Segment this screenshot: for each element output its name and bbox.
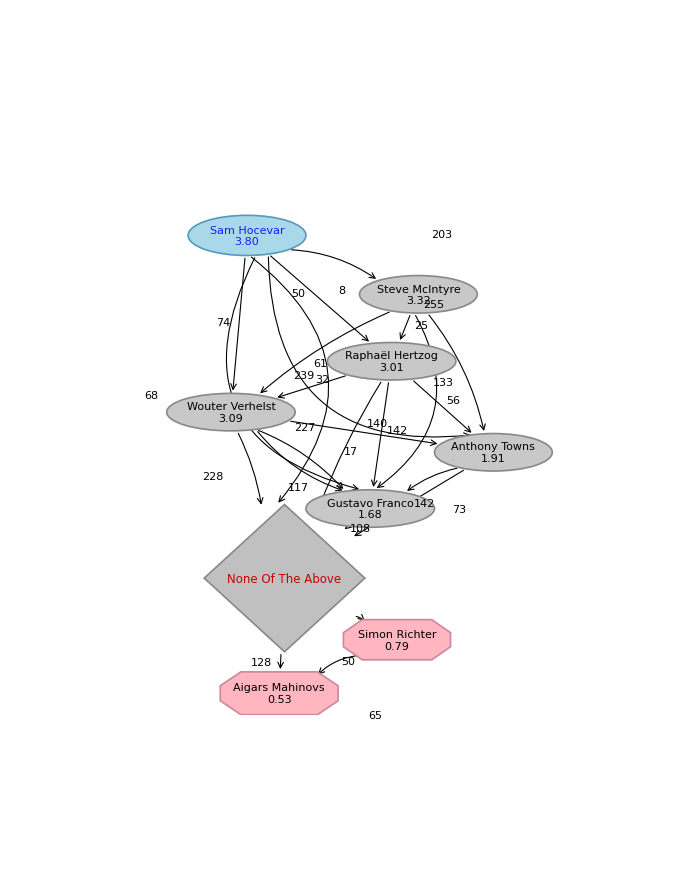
Text: 117: 117	[287, 482, 309, 493]
Text: 140: 140	[367, 418, 388, 428]
Text: Sam Hocevar
3.80: Sam Hocevar 3.80	[210, 225, 284, 247]
FancyArrowPatch shape	[346, 524, 352, 529]
Text: 17: 17	[344, 447, 359, 457]
Text: 255: 255	[423, 300, 444, 310]
Text: 142: 142	[386, 425, 408, 435]
Text: Raphaël Hertzog
3.01: Raphaël Hertzog 3.01	[346, 351, 438, 373]
Text: 8: 8	[339, 285, 346, 295]
FancyArrowPatch shape	[278, 655, 283, 668]
Ellipse shape	[167, 394, 295, 431]
Polygon shape	[343, 620, 451, 660]
Ellipse shape	[435, 434, 552, 471]
FancyArrowPatch shape	[372, 384, 388, 486]
Text: 142: 142	[414, 499, 435, 509]
Text: 74: 74	[216, 317, 230, 328]
FancyArrowPatch shape	[261, 313, 389, 393]
FancyArrowPatch shape	[408, 469, 457, 491]
FancyArrowPatch shape	[238, 434, 263, 504]
Ellipse shape	[188, 216, 306, 256]
FancyArrowPatch shape	[268, 258, 469, 439]
Text: 61: 61	[313, 359, 328, 369]
Text: 25: 25	[414, 321, 428, 330]
Text: Wouter Verhelst
3.09: Wouter Verhelst 3.09	[187, 402, 276, 424]
Ellipse shape	[328, 343, 456, 381]
FancyArrowPatch shape	[378, 316, 437, 488]
Text: 228: 228	[202, 471, 224, 481]
FancyArrowPatch shape	[278, 377, 346, 399]
FancyArrowPatch shape	[429, 315, 485, 431]
FancyArrowPatch shape	[356, 615, 364, 620]
FancyArrowPatch shape	[291, 422, 436, 446]
Text: 65: 65	[368, 710, 382, 719]
Polygon shape	[220, 672, 338, 715]
Text: Anthony Towns
1.91: Anthony Towns 1.91	[451, 442, 536, 463]
Text: Gustavo Franco
1.68: Gustavo Franco 1.68	[327, 498, 414, 520]
Text: Simon Richter
0.79: Simon Richter 0.79	[358, 629, 436, 651]
Text: 108: 108	[350, 523, 370, 533]
FancyArrowPatch shape	[258, 432, 341, 491]
Polygon shape	[205, 505, 365, 652]
FancyArrowPatch shape	[271, 257, 368, 341]
FancyArrowPatch shape	[227, 259, 358, 491]
FancyArrowPatch shape	[292, 251, 375, 279]
Ellipse shape	[359, 276, 477, 314]
FancyArrowPatch shape	[400, 316, 410, 339]
FancyArrowPatch shape	[319, 383, 381, 508]
Text: 56: 56	[446, 396, 460, 406]
Text: 32: 32	[315, 374, 329, 385]
FancyArrowPatch shape	[355, 470, 464, 536]
Text: 50: 50	[341, 657, 354, 666]
Text: 227: 227	[294, 423, 315, 433]
Text: 203: 203	[430, 229, 452, 239]
Text: 239: 239	[293, 370, 314, 380]
Text: Aigars Mahinovs
0.53: Aigars Mahinovs 0.53	[234, 683, 325, 704]
Text: None Of The Above: None Of The Above	[227, 572, 341, 585]
Text: 73: 73	[452, 505, 466, 515]
Text: 133: 133	[433, 377, 453, 387]
Text: Steve McIntyre
3.32: Steve McIntyre 3.32	[377, 284, 460, 306]
Ellipse shape	[306, 490, 435, 528]
FancyArrowPatch shape	[414, 382, 471, 432]
FancyArrowPatch shape	[252, 258, 329, 502]
FancyArrowPatch shape	[258, 431, 343, 489]
Text: 68: 68	[144, 391, 158, 400]
FancyArrowPatch shape	[231, 259, 245, 390]
Text: 128: 128	[252, 657, 272, 667]
FancyArrowPatch shape	[319, 656, 360, 674]
Text: 50: 50	[292, 289, 305, 299]
